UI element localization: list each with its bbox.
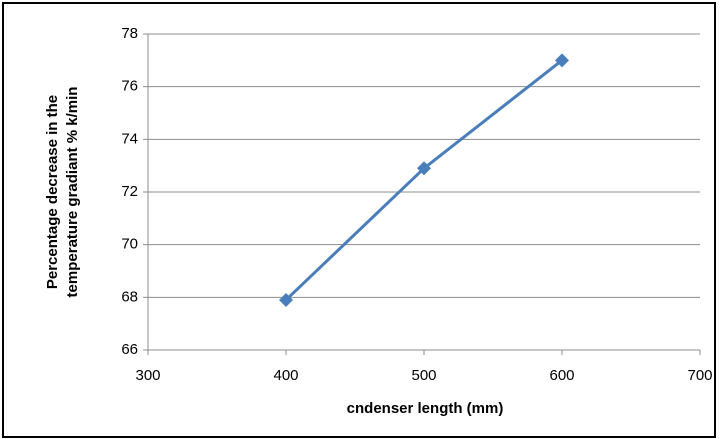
y-tick-label: 76 xyxy=(121,78,138,95)
y-tick-label: 68 xyxy=(121,288,138,305)
x-tick-label: 400 xyxy=(273,367,298,384)
y-axis-label: Percentage decrease in the temperature g… xyxy=(44,87,81,298)
x-tick-label: 500 xyxy=(411,367,436,384)
point xyxy=(279,292,293,307)
x-axis-label: cndenser length (mm) xyxy=(347,400,504,417)
y-axis-label-line: temperature gradiant % k/min xyxy=(64,87,81,298)
y-tick-label: 70 xyxy=(121,236,138,253)
y-tick-label: 78 xyxy=(121,25,138,42)
y-tick-label: 74 xyxy=(121,130,138,147)
x-tick-label: 600 xyxy=(549,367,574,384)
y-axis-label-line: Percentage decrease in the xyxy=(44,95,61,289)
x-tick-label: 700 xyxy=(687,367,712,384)
point xyxy=(555,53,569,68)
x-tick-label: 300 xyxy=(135,367,160,384)
point xyxy=(417,161,431,176)
y-tick-label: 66 xyxy=(121,341,138,358)
y-tick-label: 72 xyxy=(121,183,138,200)
